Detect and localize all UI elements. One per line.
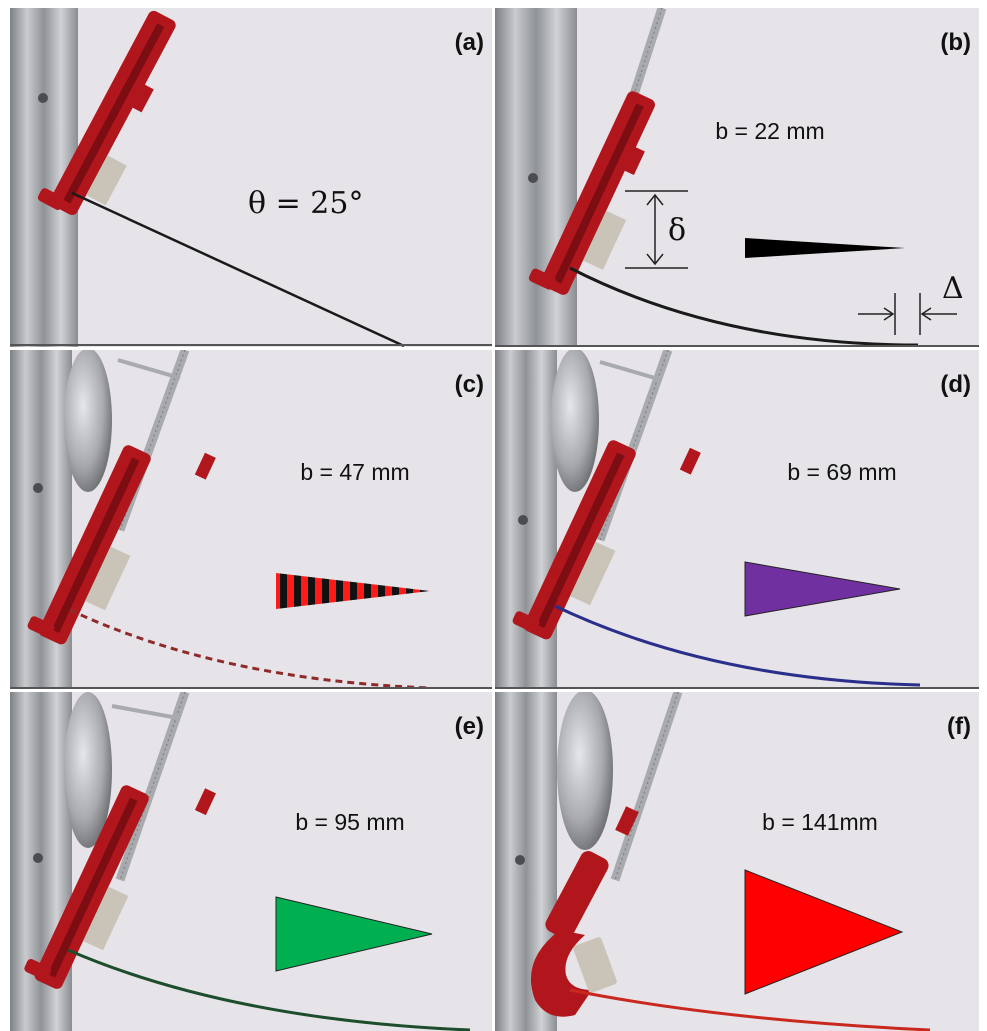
disc bbox=[64, 350, 112, 492]
beam-shape-icon bbox=[744, 869, 904, 995]
width-label: b = 141mm bbox=[762, 809, 878, 835]
width-label: b = 95 mm bbox=[295, 809, 404, 835]
panel-letter: (d) bbox=[940, 371, 971, 398]
beam-shape-icon bbox=[276, 573, 430, 609]
disc bbox=[64, 692, 112, 848]
cross-rod bbox=[117, 358, 181, 380]
rod-thread bbox=[119, 692, 186, 881]
rod-thread bbox=[599, 350, 669, 541]
beam bbox=[569, 988, 931, 1031]
red-clamp bbox=[528, 91, 655, 295]
cross-rod bbox=[111, 704, 179, 720]
rod-thread bbox=[614, 692, 679, 881]
beam-shape-icon bbox=[745, 238, 905, 258]
panel-d: (d) b = 69 mm bbox=[495, 350, 979, 689]
width-label: b = 47 mm bbox=[300, 459, 409, 485]
width-label: b = 22 mm bbox=[715, 118, 824, 144]
panel-letter: (c) bbox=[455, 371, 484, 398]
beam bbox=[71, 191, 405, 347]
tip-displacement-annotation: Δ bbox=[858, 271, 964, 335]
angle-label: θ = 25° bbox=[248, 186, 363, 221]
panel-letter: (a) bbox=[455, 29, 484, 56]
rod-thread bbox=[119, 350, 186, 531]
panel-a: (a) θ = 25° bbox=[10, 8, 492, 347]
bolt bbox=[528, 173, 538, 183]
red-clamp bbox=[24, 785, 216, 989]
bolt bbox=[38, 93, 48, 103]
disc bbox=[557, 692, 613, 850]
bolt bbox=[515, 855, 525, 865]
beam-shape-icon bbox=[275, 896, 433, 972]
panel-letter: (b) bbox=[940, 29, 971, 56]
beam-shape-icon bbox=[744, 561, 901, 617]
disc bbox=[551, 350, 599, 492]
Delta-symbol: Δ bbox=[942, 271, 964, 306]
panel-b: (b) b = 22 mm δ Δ bbox=[495, 8, 979, 347]
beam bbox=[69, 608, 431, 689]
cross-rod bbox=[599, 360, 663, 382]
panel-e: (e) b = 95 mm bbox=[10, 692, 492, 1031]
width-label: b = 69 mm bbox=[787, 459, 896, 485]
beam bbox=[67, 948, 471, 1031]
panel-letter: (f) bbox=[947, 713, 971, 740]
delta-symbol: δ bbox=[668, 213, 686, 248]
bolt bbox=[33, 483, 43, 493]
bolt bbox=[518, 515, 528, 525]
red-clamp bbox=[530, 806, 639, 1017]
panel-c: (c) b = 47 mm bbox=[10, 350, 492, 689]
bolt bbox=[33, 853, 43, 863]
beam bbox=[569, 266, 919, 347]
beam bbox=[554, 604, 921, 687]
delta-annotation: δ bbox=[625, 190, 688, 269]
panel-letter: (e) bbox=[455, 713, 484, 740]
red-clamp bbox=[512, 440, 701, 640]
red-clamp bbox=[37, 10, 176, 216]
red-clamp bbox=[27, 445, 216, 645]
panel-f: (f) b = 141mm bbox=[495, 692, 979, 1031]
